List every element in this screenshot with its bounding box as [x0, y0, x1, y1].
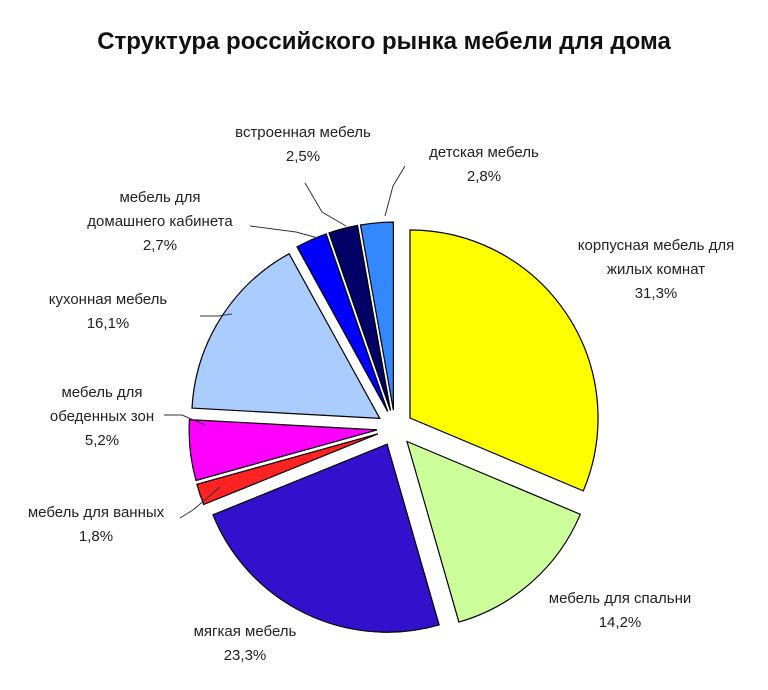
- slice-label: мебель для спальни 14,2%: [549, 590, 691, 631]
- pie-slice: [328, 224, 392, 411]
- slice-value-label: 23,3%: [224, 647, 267, 664]
- slice-label: детская мебель 2,8%: [429, 144, 539, 185]
- slice-value-label: 5,2%: [85, 432, 119, 449]
- leader-line: [304, 182, 347, 227]
- leader-line: [179, 486, 221, 519]
- slice-value-label: 16,1%: [87, 315, 130, 332]
- pie-slice: [296, 233, 389, 412]
- slice-name-label: мебель для спальни: [549, 590, 691, 607]
- slice-name-label: домашнего кабинета: [87, 213, 233, 230]
- pie-slice: [212, 443, 440, 633]
- slice-label: встроенная мебель 2,5%: [235, 124, 371, 165]
- pie-slice: [359, 221, 394, 411]
- slice-labels: корпусная мебель для жилых комнат 31,3% меб…: [28, 124, 734, 664]
- pie-slice: [196, 433, 379, 506]
- leader-line: [249, 225, 319, 239]
- slice-value-label: 2,5%: [286, 148, 320, 165]
- slice-name-label: обеденных зон: [50, 408, 154, 425]
- slice-label: мягкая мебель 23,3%: [194, 623, 297, 664]
- slice-name-label: детская мебель: [429, 144, 539, 161]
- slice-label: мебель для домашнего кабинета 2,7%: [87, 189, 233, 254]
- leader-line: [384, 165, 406, 217]
- slice-name-label: мебель для: [119, 189, 200, 206]
- slice-name-label: мебель для ванных: [28, 504, 165, 521]
- slice-label: мебель для ванных 1,8%: [28, 504, 165, 545]
- pie-slice: [406, 440, 582, 623]
- slice-value-label: 1,8%: [79, 528, 113, 545]
- pie-slices: [188, 221, 599, 633]
- slice-value-label: 14,2%: [599, 614, 642, 631]
- slice-label: кухонная мебель 16,1%: [49, 291, 168, 332]
- slice-value-label: 31,3%: [635, 285, 678, 302]
- pie-slice: [188, 418, 378, 482]
- slice-label: корпусная мебель для жилых комнат 31,3%: [578, 237, 734, 302]
- slice-value-label: 2,8%: [467, 168, 501, 185]
- slice-label: мебель для обеденных зон 5,2%: [50, 384, 154, 449]
- slice-name-label: кухонная мебель: [49, 291, 168, 308]
- slice-value-label: 2,7%: [143, 237, 177, 254]
- leader-line: [200, 313, 233, 317]
- chart-title: Структура российского рынка мебели для д…: [97, 28, 671, 55]
- pie-slice: [191, 252, 381, 420]
- slice-name-label: мягкая мебель: [194, 623, 297, 640]
- leader-lines: [164, 165, 406, 519]
- slice-name-label: мебель для: [61, 384, 142, 401]
- slice-name-label: встроенная мебель: [235, 124, 371, 141]
- pie-slice: [409, 229, 599, 492]
- slice-name-label: жилых комнат: [607, 261, 705, 278]
- leader-line: [164, 414, 206, 426]
- slice-name-label: корпусная мебель для: [578, 237, 734, 254]
